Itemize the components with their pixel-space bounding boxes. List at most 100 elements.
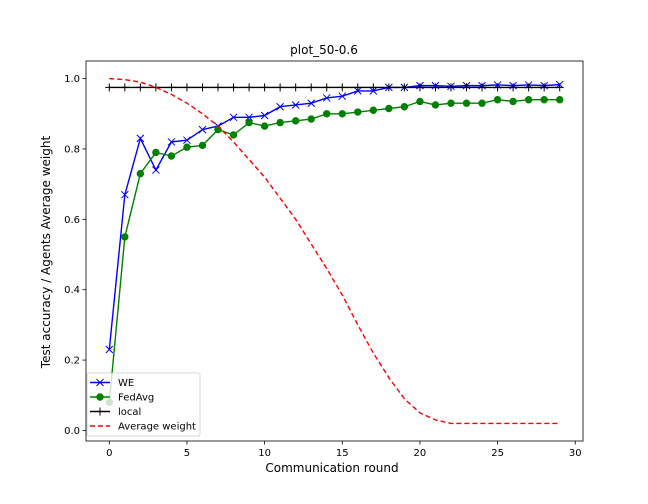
data-point-fedavg [307,115,315,123]
data-point-local [369,83,378,92]
data-point-fedavg [167,152,176,160]
data-point-fedavg [260,122,269,130]
data-point-fedavg [338,110,346,118]
x-tick-label: 30 [569,448,582,459]
chart-title: plot_50-0.6 [290,43,358,57]
data-point-we [260,111,269,120]
data-point-fedavg [323,110,331,118]
data-point-local [167,83,176,92]
data-point-local [540,83,549,92]
data-point-local [415,83,424,92]
data-point-fedavg [229,131,238,139]
data-point-we [105,345,114,354]
plot-frame [85,60,584,442]
legend-item-fedavg: FedAvg [90,393,154,404]
data-point-local [245,83,254,92]
y-tick-label: 0.4 [64,285,80,296]
data-point-local [214,83,223,92]
data-point-fedavg [354,108,362,116]
data-point-fedavg [385,104,393,113]
data-point-local [524,83,533,92]
data-point-fedavg [509,97,517,106]
data-point-local [151,83,160,92]
legend-marker-local [96,407,104,416]
x-tick-label: 25 [491,448,504,459]
legend: WE FedAvg local Average weight [86,372,201,437]
data-point-fedavg [198,141,207,150]
series-local [105,83,564,92]
data-point-we [291,101,300,109]
data-point-fedavg [540,96,548,104]
data-point-we [120,190,129,199]
data-point-local [400,83,409,92]
data-point-fedavg [416,97,424,106]
data-point-fedavg [493,96,502,104]
x-axis-label: Communication round [265,461,398,475]
data-point-we [152,166,160,174]
data-point-local [322,83,331,92]
legend-label-fedavg: FedAvg [118,393,154,404]
legend-item-local: local [90,407,141,418]
data-point-local [493,83,502,92]
data-point-local [462,83,471,92]
data-point-local [136,83,145,92]
data-point-we [136,134,145,143]
legend-frame [86,372,201,437]
y-axis-label: Test accuracy / Agents Average weight [39,136,53,370]
data-point-fedavg [276,118,284,127]
y-tick-label: 1.0 [64,74,80,85]
x-tick-label: 15 [336,448,349,459]
data-point-we [183,136,191,145]
data-point-fedavg [214,125,222,134]
data-point-local [509,83,518,92]
data-point-fedavg [556,96,564,104]
data-point-local [105,83,114,92]
data-point-we [276,102,284,111]
data-point-local [555,83,564,92]
legend-item-average-weight: Average weight [90,422,196,433]
data-point-fedavg [524,96,533,104]
data-point-we [167,138,176,146]
data-point-we [322,94,331,102]
data-point-we [307,99,316,108]
y-tick-label: 0.8 [64,144,80,155]
data-point-fedavg [152,148,160,157]
series-average-weight [109,77,560,425]
data-point-fedavg [183,143,191,151]
data-point-fedavg [400,103,409,111]
data-point-fedavg [136,169,145,178]
series-line-average-weight [109,77,560,425]
data-point-fedavg [431,101,440,109]
data-point-fedavg [369,106,378,114]
data-point-we [229,113,238,122]
y-tick-label: 0.2 [64,356,80,367]
data-point-fedavg [478,99,486,107]
data-point-local [307,83,316,92]
data-point-local [260,83,269,92]
legend-label-average-weight: Average weight [118,422,196,433]
data-point-local [120,83,129,92]
axes-layer: 0 5 10 15 20 25 30 0.0 0.2 0.4 0.6 0.8 1.0 [64,60,584,459]
data-point-local [276,83,285,92]
y-tick-label: 0.0 [64,426,80,437]
series-line-we [108,83,560,350]
data-point-local [229,83,238,92]
x-tick-label: 0 [106,448,112,459]
series-fedavg [105,96,564,406]
y-tick-label: 0.6 [64,215,80,226]
data-point-local [338,83,347,92]
x-tick-label: 10 [258,448,271,459]
data-point-local [198,83,207,92]
data-point-fedavg [291,117,300,125]
series-we [105,80,564,354]
x-tick-label: 20 [414,448,427,459]
data-point-fedavg [121,233,129,241]
data-point-local [478,83,487,92]
series-layer [105,77,564,425]
data-point-local [431,83,440,92]
legend-label-local: local [118,407,141,418]
data-point-fedavg [447,99,455,107]
legend-marker-fedavg [96,393,104,401]
data-point-local [384,83,393,92]
